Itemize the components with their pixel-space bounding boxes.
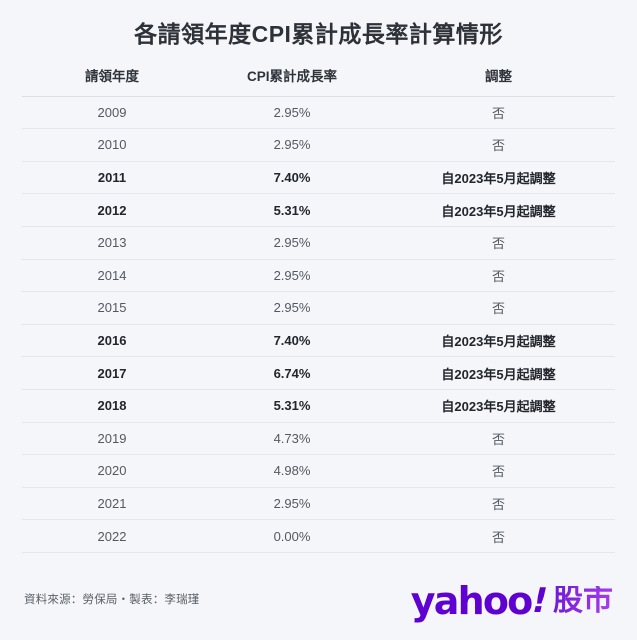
cell-cpi-rate: 5.31% [202, 389, 382, 423]
column-header-cpi-rate: CPI累計成長率 [202, 58, 382, 97]
cell-cpi-rate: 2.95% [202, 259, 382, 293]
cell-year: 2009 [22, 96, 202, 130]
table-row: 2010 2.95% 否 [22, 128, 615, 162]
cell-adjustment: 否 [382, 259, 615, 293]
cell-cpi-rate: 2.95% [202, 128, 382, 162]
table-row: 2015 2.95% 否 [22, 291, 615, 325]
cell-year: 2016 [22, 324, 202, 358]
cell-year: 2017 [22, 356, 202, 390]
cell-adjustment: 否 [382, 96, 615, 130]
cell-adjustment: 否 [382, 519, 615, 553]
cell-adjustment: 自2023年5月起調整 [382, 161, 615, 195]
table-row: 2011 7.40% 自2023年5月起調整 [22, 161, 615, 195]
cell-year: 2012 [22, 193, 202, 227]
cell-adjustment: 否 [382, 226, 615, 260]
cell-year: 2021 [22, 487, 202, 521]
table-header: 請領年度 CPI累計成長率 調整 [22, 58, 615, 97]
cell-year: 2013 [22, 226, 202, 260]
cell-year: 2020 [22, 454, 202, 488]
table-row: 2009 2.95% 否 [22, 96, 615, 130]
table-row: 2018 5.31% 自2023年5月起調整 [22, 389, 615, 423]
table-row: 2013 2.95% 否 [22, 226, 615, 260]
cell-cpi-rate: 4.73% [202, 422, 382, 456]
yahoo-stock-suffix: 股市 [553, 584, 613, 617]
cell-cpi-rate: 6.74% [202, 356, 382, 390]
table-header-row: 請領年度 CPI累計成長率 調整 [22, 58, 615, 97]
table-body: 2009 2.95% 否 2010 2.95% 否 2011 7.40% 自2023年5月起調整… [22, 96, 615, 553]
cell-year: 2011 [22, 161, 202, 195]
cell-year: 2018 [22, 389, 202, 423]
cell-year: 2022 [22, 519, 202, 553]
table-row: 2020 4.98% 否 [22, 454, 615, 488]
cell-adjustment: 否 [382, 454, 615, 488]
cell-cpi-rate: 7.40% [202, 161, 382, 195]
table-row: 2021 2.95% 否 [22, 487, 615, 521]
cell-year: 2014 [22, 259, 202, 293]
yahoo-exclamation-icon: ! [527, 581, 553, 621]
table-row: 2016 7.40% 自2023年5月起調整 [22, 324, 615, 358]
yahoo-wordmark: yahoo [410, 579, 533, 623]
title-area: 各請領年度CPI累計成長率計算情形 [0, 0, 637, 59]
source-note: 資料來源：勞保局・製表：李瑞瑾 [24, 594, 200, 606]
column-header-adjustment: 調整 [382, 58, 615, 97]
cell-adjustment: 自2023年5月起調整 [382, 193, 615, 227]
cell-cpi-rate: 7.40% [202, 324, 382, 358]
table-row: 2017 6.74% 自2023年5月起調整 [22, 356, 615, 390]
cell-cpi-rate: 2.95% [202, 291, 382, 325]
cell-cpi-rate: 2.95% [202, 226, 382, 260]
table-row: 2012 5.31% 自2023年5月起調整 [22, 193, 615, 227]
cell-adjustment: 自2023年5月起調整 [382, 324, 615, 358]
table-container: 請領年度 CPI累計成長率 調整 2009 2.95% 否 2010 2.95% 否 201… [0, 58, 637, 553]
cell-year: 2010 [22, 128, 202, 162]
cell-adjustment: 自2023年5月起調整 [382, 356, 615, 390]
cell-adjustment: 否 [382, 487, 615, 521]
cell-cpi-rate: 4.98% [202, 454, 382, 488]
table-row: 2014 2.95% 否 [22, 259, 615, 293]
column-header-year: 請領年度 [22, 58, 202, 97]
cell-adjustment: 否 [382, 291, 615, 325]
cell-year: 2015 [22, 291, 202, 325]
cell-cpi-rate: 0.00% [202, 519, 382, 553]
cell-adjustment: 否 [382, 128, 615, 162]
cell-year: 2019 [22, 422, 202, 456]
cell-cpi-rate: 2.95% [202, 487, 382, 521]
table-row: 2019 4.73% 否 [22, 422, 615, 456]
yahoo-stock-logo[interactable]: yahoo! 股市 [410, 579, 613, 623]
footer: 資料來源：勞保局・製表：李瑞瑾 yahoo! 股市 [0, 572, 637, 640]
page-title: 各請領年度CPI累計成長率計算情形 [134, 21, 503, 47]
cell-cpi-rate: 5.31% [202, 193, 382, 227]
cell-adjustment: 自2023年5月起調整 [382, 389, 615, 423]
cell-adjustment: 否 [382, 422, 615, 456]
cell-cpi-rate: 2.95% [202, 96, 382, 130]
cpi-table: 請領年度 CPI累計成長率 調整 2009 2.95% 否 2010 2.95% 否 201… [22, 58, 615, 553]
table-row: 2022 0.00% 否 [22, 519, 615, 553]
